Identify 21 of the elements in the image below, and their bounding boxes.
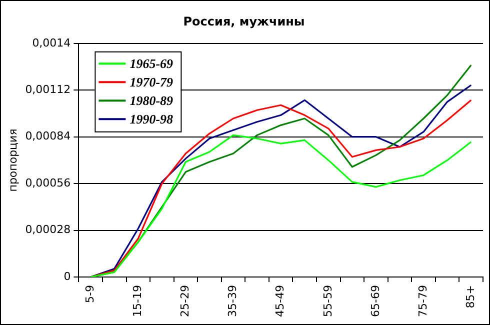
x-tick-label: 35-39 — [226, 285, 240, 318]
x-tick-label: 5-9 — [83, 285, 96, 304]
chart-title: Россия, мужчины — [183, 14, 305, 28]
y-tick-label: 0,00112 — [25, 82, 71, 96]
x-tick-label: 85+ — [464, 285, 477, 308]
legend-label: 1970-79 — [130, 74, 174, 90]
x-tick-label: 25-29 — [178, 285, 192, 318]
legend-label: 1965-69 — [130, 56, 174, 72]
x-tick-label: 55-59 — [321, 285, 334, 318]
legend-label: 1990-98 — [130, 112, 174, 127]
y-tick-label: 0,00084 — [25, 130, 71, 143]
legend-label: 1980-89 — [130, 93, 174, 108]
x-tick-label: 75-79 — [416, 285, 430, 318]
x-tick-label: 65-69 — [368, 285, 382, 318]
y-tick-label: 0,0014 — [32, 36, 71, 50]
y-axis-title: пропорция — [6, 128, 20, 192]
x-tick-label: 45-49 — [274, 285, 287, 318]
y-tick-label: 0,00056 — [25, 176, 71, 190]
y-tick-label: 0 — [64, 270, 71, 283]
y-tick-label: 0,00028 — [25, 223, 71, 236]
x-tick-label: 15-19 — [131, 285, 144, 318]
